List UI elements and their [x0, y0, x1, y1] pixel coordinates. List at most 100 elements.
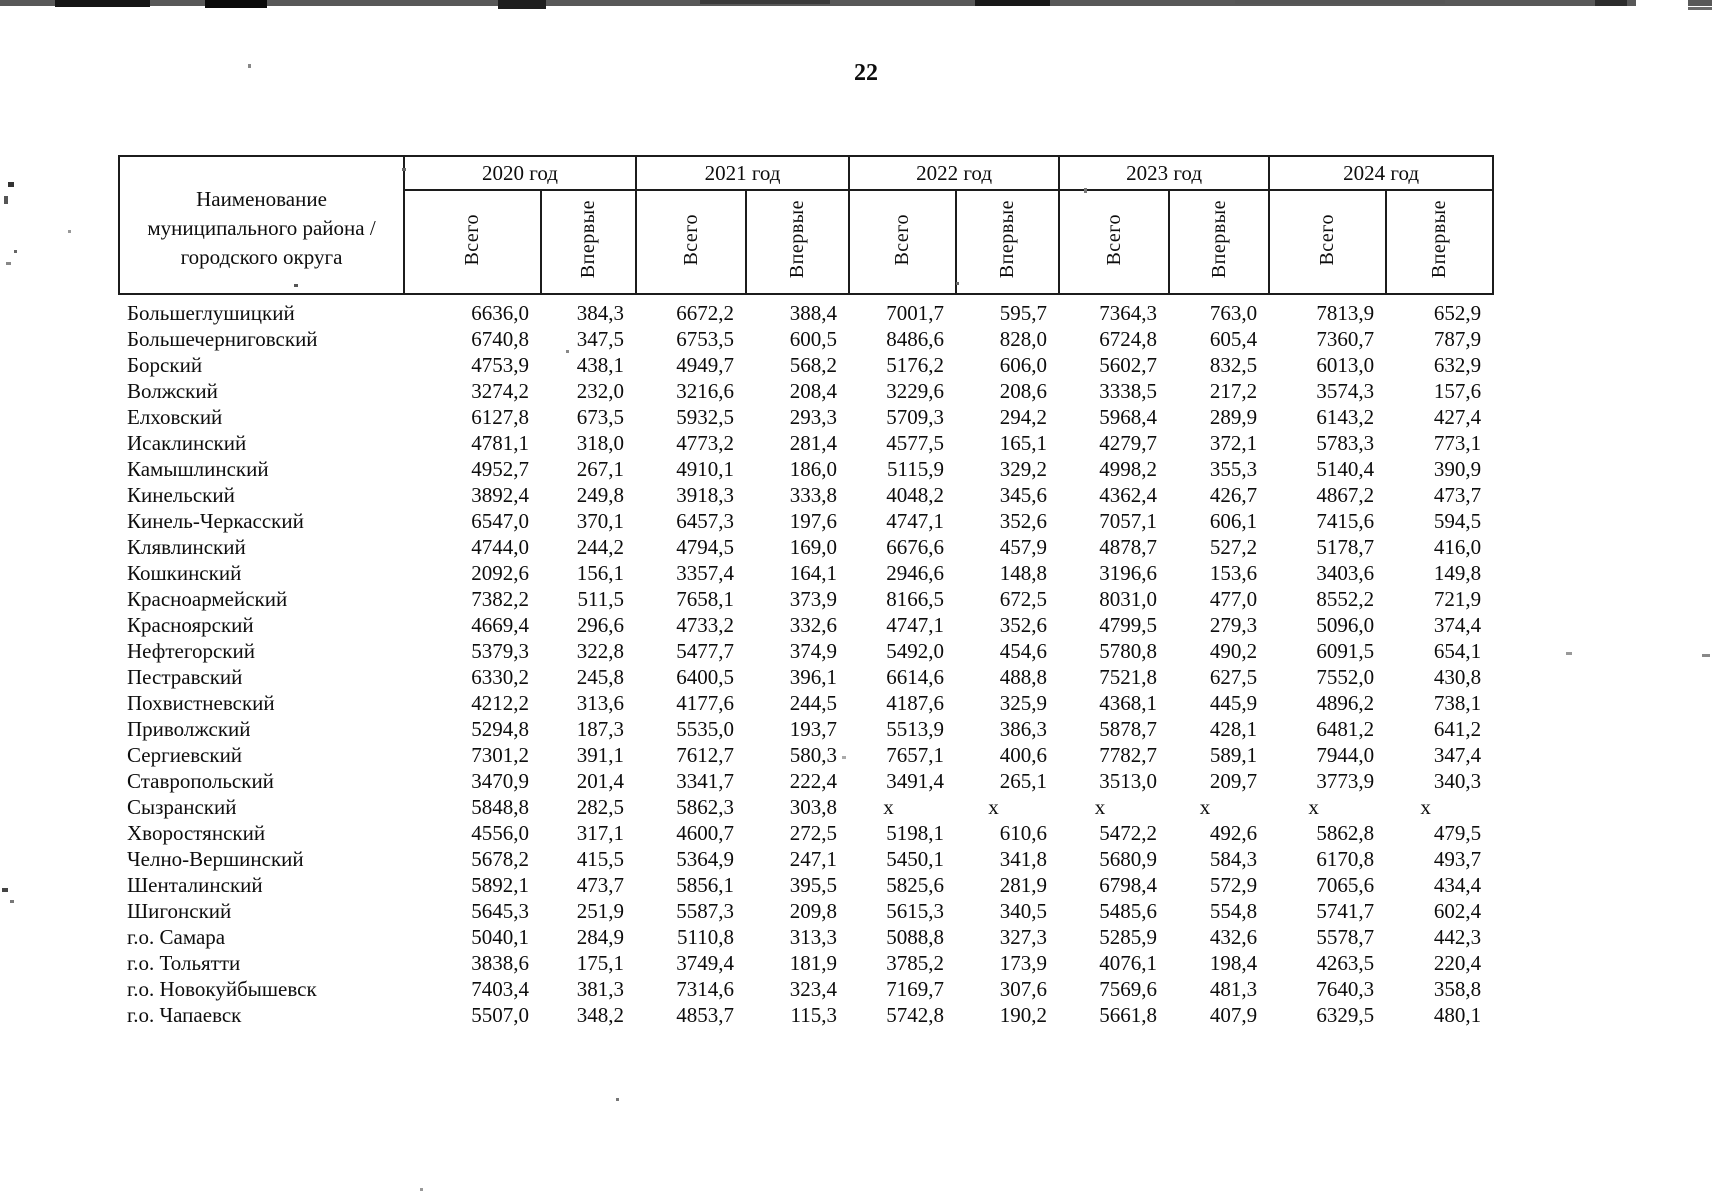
- scan-speck: [566, 350, 569, 353]
- value-first-time: 165,1: [999, 431, 1048, 455]
- value-first-time: 632,9: [1433, 353, 1482, 377]
- table-row: Камышлинский 4952,7 267,1 4910,1 186,0 5115,9…: [119, 456, 1493, 482]
- district-name: Борский: [127, 353, 203, 377]
- value-total: 4556,0: [471, 821, 529, 845]
- value-total: 5862,3: [676, 795, 735, 819]
- table-row: Борский 4753,9 438,1 4949,7 568,2 5176,2 606,0…: [119, 352, 1493, 378]
- value-total: 6330,2: [471, 665, 529, 689]
- value-total: 5848,8: [471, 795, 529, 819]
- value-first-time: 511,5: [577, 587, 625, 611]
- value-total: 6740,8: [471, 327, 529, 351]
- value-first-time: 247,1: [789, 847, 838, 871]
- rotated-label: Впервые: [1428, 200, 1451, 279]
- value-total: 3341,7: [676, 769, 735, 793]
- value-total: 4853,7: [676, 1003, 735, 1027]
- value-first-time: 606,1: [1209, 509, 1258, 533]
- value-first-time: 352,6: [999, 613, 1048, 637]
- value-total: 7360,7: [1316, 327, 1375, 351]
- value-total: 5783,3: [1316, 431, 1375, 455]
- value-first-time: 332,6: [789, 613, 838, 637]
- value-total: 5176,2: [886, 353, 945, 377]
- value-total: 5513,9: [886, 717, 945, 741]
- district-name: Клявлинский: [127, 535, 246, 559]
- value-total: 5477,7: [676, 639, 735, 663]
- value-total: 7813,9: [1316, 301, 1375, 325]
- value-first-time: 293,3: [789, 405, 838, 429]
- value-total: 7065,6: [1316, 873, 1375, 897]
- table-row: Пестравский 6330,2 245,8 6400,5 396,1 6614,6 4…: [119, 664, 1493, 690]
- scan-edge-artifact: [0, 0, 1712, 10]
- value-total: 4368,1: [1099, 691, 1158, 715]
- value-total: 5115,9: [887, 457, 945, 481]
- table-row: Большеглушицкий 6636,0 384,3 6672,2 388,4 700…: [119, 294, 1493, 326]
- subheader-first-2023: Впервые: [1168, 189, 1271, 295]
- value-total: 4076,1: [1099, 951, 1158, 975]
- value-first-time: 370,1: [576, 509, 625, 533]
- value-total: 4773,2: [676, 431, 735, 455]
- value-total: 4896,2: [1316, 691, 1375, 715]
- value-total: 4878,7: [1099, 535, 1158, 559]
- value-first-time: 610,6: [999, 821, 1048, 845]
- value-total: 6676,6: [886, 535, 945, 559]
- value-total: 5088,8: [886, 925, 945, 949]
- value-first-time: 641,2: [1433, 717, 1482, 741]
- value-first-time: 217,2: [1209, 379, 1258, 403]
- value-first-time: 773,1: [1433, 431, 1482, 455]
- value-total: 4733,2: [676, 613, 735, 637]
- value-first-time: 374,9: [789, 639, 838, 663]
- table-row: Кинель-Черкасский 6547,0 370,1 6457,3 197,6 4…: [119, 508, 1493, 534]
- value-total: 6457,3: [676, 509, 735, 533]
- table-row: Сызранский 5848,8 282,5 5862,3 303,8 x x x x x x: [119, 794, 1493, 820]
- value-total: 5450,1: [886, 847, 945, 871]
- value-first-time: 672,5: [999, 587, 1048, 611]
- table-row: г.о. Чапаевск 5507,0 348,2 4853,7 115,3 5742,…: [119, 1002, 1493, 1028]
- value-total: 6636,0: [471, 301, 529, 325]
- value-first-time: 347,4: [1433, 743, 1482, 767]
- statistics-table: Наименование муниципального района / гор…: [118, 155, 1495, 1028]
- value-total: 7301,2: [471, 743, 529, 767]
- value-total: 5645,3: [471, 899, 529, 923]
- value-total: 5602,7: [1099, 353, 1158, 377]
- table-row: г.о. Тольятти 3838,6 175,1 3749,4 181,9 3785,…: [119, 950, 1493, 976]
- value-first-time: 272,5: [789, 821, 838, 845]
- scan-speck: [14, 250, 17, 253]
- district-name: Пестравский: [127, 665, 243, 689]
- value-total: 6329,5: [1316, 1003, 1375, 1027]
- value-first-time: 652,9: [1433, 301, 1482, 325]
- scan-speck: [616, 1098, 619, 1101]
- value-first-time: 327,3: [999, 925, 1048, 949]
- value-first-time: 249,8: [576, 483, 625, 507]
- value-first-time: 396,1: [789, 665, 838, 689]
- value-first-time: 580,3: [789, 743, 838, 767]
- value-total: 5578,7: [1316, 925, 1375, 949]
- value-total: 3196,6: [1099, 561, 1158, 585]
- district-name: Исаклинский: [127, 431, 247, 455]
- table-body: Большеглушицкий 6636,0 384,3 6672,2 388,4 700…: [119, 294, 1493, 1028]
- value-first-time: 589,1: [1209, 743, 1258, 767]
- value-total: 6547,0: [471, 509, 529, 533]
- value-first-time: 352,6: [999, 509, 1048, 533]
- value-first-time: 527,2: [1209, 535, 1258, 559]
- name-column-header: Наименование муниципального района / гор…: [118, 155, 405, 295]
- scan-speck: [842, 756, 846, 759]
- value-total: 5096,0: [1316, 613, 1375, 637]
- value-total: 3838,6: [471, 951, 529, 975]
- value-first-time: 209,7: [1209, 769, 1258, 793]
- value-total: 3749,4: [676, 951, 735, 975]
- value-total: 5140,4: [1316, 457, 1375, 481]
- value-first-time: 348,2: [576, 1003, 625, 1027]
- value-first-time: 222,4: [789, 769, 838, 793]
- value-first-time: 355,3: [1209, 457, 1258, 481]
- value-first-time: 156,1: [576, 561, 625, 585]
- value-total: 5198,1: [886, 821, 945, 845]
- value-first-time: 148,8: [999, 561, 1048, 585]
- value-total: 5110,8: [677, 925, 735, 949]
- table-row: Приволжский 5294,8 187,3 5535,0 193,7 5513,9 3…: [119, 716, 1493, 742]
- year-header-2021: 2021 год: [635, 155, 851, 191]
- rotated-label: Всего: [461, 213, 483, 266]
- value-first-time: 281,4: [789, 431, 838, 455]
- value-first-time: 454,6: [999, 639, 1048, 663]
- scan-speck: [956, 282, 959, 285]
- value-total: 4867,2: [1316, 483, 1375, 507]
